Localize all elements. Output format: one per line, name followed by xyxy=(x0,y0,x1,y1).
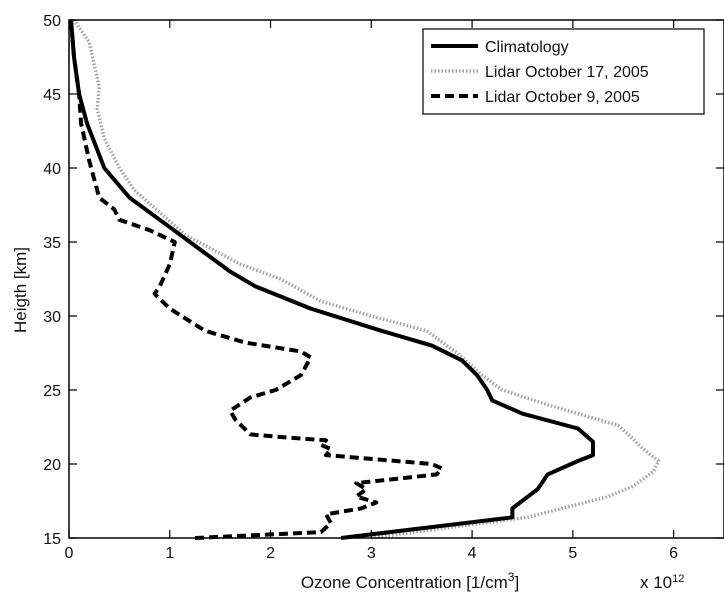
y-tick-label: 40 xyxy=(43,161,61,178)
series-line-lidar-october-9-2005 xyxy=(69,19,444,540)
x-axis-multiplier: x 1012 xyxy=(640,573,684,592)
x-axis-label: Ozone Concentration [1/cm3] xyxy=(301,570,519,592)
y-tick-label: 15 xyxy=(43,531,61,548)
plot-frame xyxy=(68,19,724,539)
legend-label-climatology: Climatology xyxy=(485,39,569,56)
y-tick-label: 20 xyxy=(43,457,61,474)
y-tick-label: 25 xyxy=(43,383,61,400)
x-tick-label: 1 xyxy=(165,545,174,562)
legend: Climatology Lidar October 17, 2005 Lidar… xyxy=(422,28,705,115)
y-tick-label: 50 xyxy=(43,13,61,30)
y-tick-label: 35 xyxy=(43,235,61,252)
series-line-lidar-october-17-2005 xyxy=(72,19,661,540)
y-axis-label: Heigth [km] xyxy=(11,247,30,333)
y-tick-label: 45 xyxy=(43,87,61,104)
x-tick-label: 6 xyxy=(669,545,678,562)
legend-label-lidar-oct-9: Lidar October 9, 2005 xyxy=(485,89,640,106)
y-tick-label: 30 xyxy=(43,309,61,326)
x-tick-label: 0 xyxy=(65,545,74,562)
x-tick-label: 4 xyxy=(468,545,477,562)
series-line-climatology xyxy=(69,19,595,540)
legend-label-lidar-oct-17: Lidar October 17, 2005 xyxy=(485,64,649,81)
x-tick-label: 2 xyxy=(266,545,275,562)
x-tick-label: 5 xyxy=(568,545,577,562)
x-tick-label: 3 xyxy=(367,545,376,562)
